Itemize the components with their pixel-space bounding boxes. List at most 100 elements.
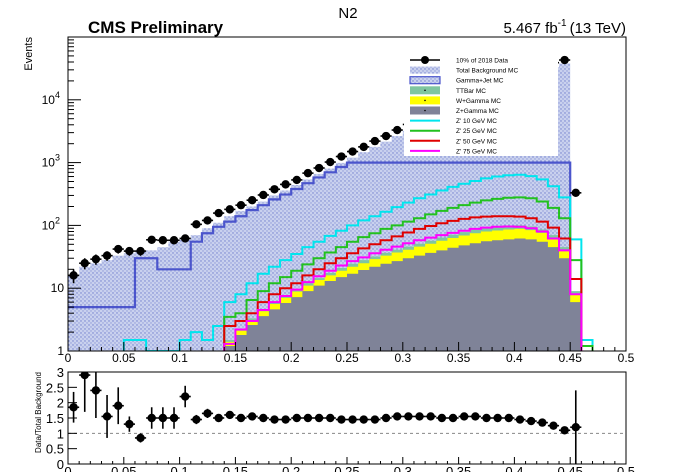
data-point (236, 200, 246, 210)
top-axes: 0 0.05 0.1 0.15 0.2 0.25 0.3 0.35 0.4 0.45 0.5 1 10 1… (42, 39, 635, 365)
z75-signal-line (223, 225, 583, 351)
ratio-point (493, 413, 502, 423)
legend-symbol-wg (410, 96, 440, 105)
data-point (69, 271, 78, 280)
legend-symbol-zg (410, 106, 440, 115)
lumi-value: 5.467 fb (503, 20, 557, 37)
legend-dot (424, 109, 426, 112)
ratio-y-tick-label: 0.5 (46, 442, 64, 457)
ratio-point (471, 412, 480, 421)
data-point (571, 188, 580, 198)
top-ylabel: Events (23, 37, 35, 71)
ratio-point (448, 413, 458, 423)
ratio-x-tick-label: 0.45 (558, 464, 583, 472)
ratio-point (538, 418, 547, 427)
top-y-tick-label: 102 (42, 215, 60, 232)
legend-symbol-gjet (409, 76, 441, 85)
ratio-y-tick-label: 2.5 (46, 380, 64, 395)
ratio-point (125, 419, 134, 429)
ratio-point (236, 413, 246, 423)
data-point (125, 246, 134, 256)
lumi-exponent: -1 (558, 18, 567, 29)
ratio-y-tick-label: 3 (57, 365, 64, 380)
ratio-point (370, 415, 380, 424)
data-point (381, 131, 391, 141)
data-point (370, 136, 380, 146)
ratio-point (560, 426, 569, 435)
z50-signal-line (223, 215, 583, 351)
z25-signal-line (223, 196, 594, 351)
ratio-x-tick-label: 0.15 (223, 464, 248, 472)
ratio-x-tick-label: 0.05 (111, 464, 136, 472)
legend-label-wg: W+Gamma MC (456, 98, 501, 105)
top-x-tick-label: 0.2 (283, 351, 300, 365)
legend-label-z75: Z' 75 GeV MC (456, 148, 497, 155)
ratio-point (91, 386, 101, 395)
ratio-y-tick-label: 1.5 (46, 411, 64, 426)
data-point (147, 235, 156, 244)
ratio-point (459, 412, 469, 421)
data-point (225, 205, 235, 214)
top-x-tick-label: 0.3 (394, 351, 411, 365)
ratio-point (281, 415, 290, 424)
legend-label-zg: Z+Gamma MC (456, 108, 499, 115)
ratio-point (381, 413, 391, 423)
top-x-tick-label: 0 (65, 351, 72, 365)
ratio-x-tick-label: 0.5 (617, 464, 635, 472)
ratio-point (292, 413, 301, 423)
data-point (270, 185, 279, 194)
ratio-x-tick-label: 0.25 (334, 464, 359, 472)
legend-data-marker (421, 56, 429, 64)
top-x-tick-label: 0.45 (559, 351, 583, 365)
top-x-tick-label: 0.5 (618, 351, 635, 365)
cms-label: CMS Preliminary (88, 18, 224, 37)
data-point (91, 254, 101, 264)
gamma-jet-line (68, 161, 572, 351)
data-point (169, 236, 179, 245)
top-x-tick-label: 0.4 (506, 351, 523, 365)
ratio-point (359, 415, 368, 424)
ratio-ylabel: Data/Total Background (34, 372, 43, 453)
ratio-point (393, 412, 402, 421)
legend-dot (424, 89, 426, 92)
data-point (114, 244, 123, 254)
ratio-point (247, 412, 257, 421)
data-point (102, 251, 112, 260)
ratio-point (348, 415, 357, 424)
legend-label-data: 10% of 2018 Data (456, 58, 508, 65)
ratio-point (203, 409, 212, 418)
data-point (560, 55, 569, 65)
ratio-x-tick-label: 0.1 (171, 464, 189, 472)
data-point (314, 163, 324, 173)
ratio-point (180, 392, 190, 401)
legend-hatch-swatch (410, 66, 440, 74)
lumi-label: 5.467 fb-1 (13 TeV) (503, 18, 626, 37)
ratio-point (214, 413, 223, 423)
data-point (214, 208, 223, 218)
top-y-tick-label: 103 (42, 153, 60, 170)
z-gamma-stack (224, 238, 582, 351)
ratio-points (68, 372, 582, 464)
ratio-point (571, 423, 580, 432)
legend-label-gjet: Gamma+Jet MC (456, 78, 504, 85)
ratio-panel: 0 0.05 0.1 0.15 0.2 0.25 0.3 0.35 0.4 0.45 0.500.5… (34, 365, 635, 472)
legend-label-total_bkg: Total Background MC (456, 68, 518, 75)
data-point (259, 190, 268, 200)
ratio-x-tick-label: 0.3 (394, 464, 412, 472)
ratio-point (404, 412, 413, 421)
ratio-point (482, 413, 491, 423)
legend-symbol-total_bkg (410, 66, 440, 74)
ratio-x-tick-label: 0.35 (446, 464, 471, 472)
data-point (348, 147, 357, 156)
legend-label-z50: Z' 50 GeV MC (456, 138, 497, 145)
data-point (359, 142, 368, 152)
data-point (136, 246, 145, 256)
ratio-point (192, 415, 201, 424)
top-x-tick-label: 0.25 (335, 351, 359, 365)
ratio-point (169, 413, 179, 423)
legend-label-ttbar: TTBar MC (456, 88, 486, 95)
top-x-tick-label: 0.35 (447, 351, 471, 365)
data-point (192, 220, 201, 229)
ratio-point (147, 413, 156, 423)
data-point (292, 175, 301, 185)
